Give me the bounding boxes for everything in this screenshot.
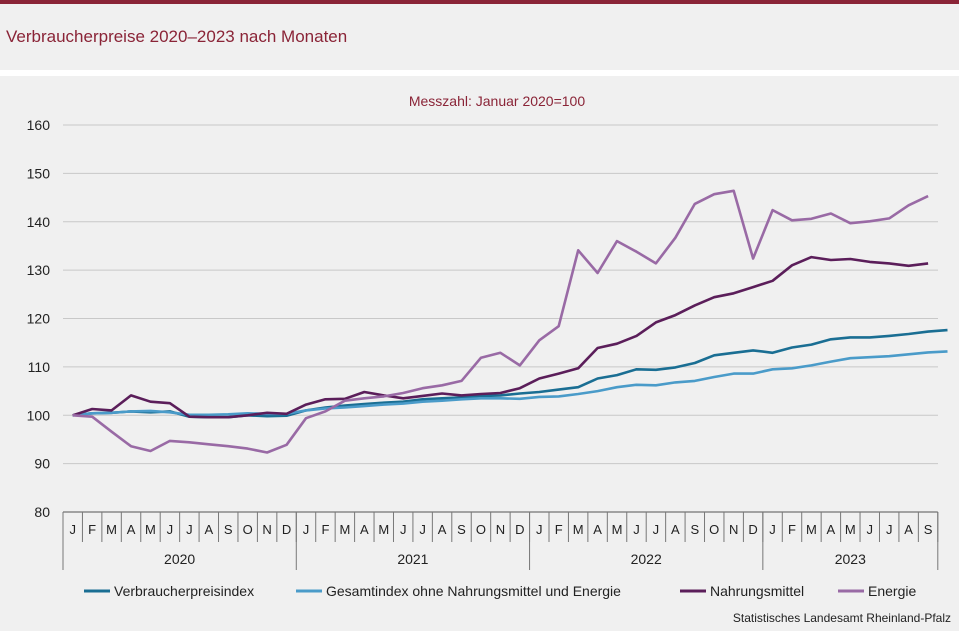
month-label: M: [145, 522, 156, 537]
month-label: O: [476, 522, 486, 537]
month-label: D: [515, 522, 524, 537]
month-label: F: [88, 522, 96, 537]
series-line-energie: [72, 189, 929, 454]
month-label: J: [167, 522, 174, 537]
y-tick-label: 110: [28, 359, 51, 375]
y-tick-label: 160: [27, 117, 51, 133]
month-label: M: [106, 522, 117, 537]
month-label: A: [360, 522, 369, 537]
month-label: J: [633, 522, 640, 537]
month-label: J: [69, 522, 76, 537]
month-label: M: [573, 522, 584, 537]
year-label: 2021: [397, 551, 428, 567]
month-label: J: [186, 522, 193, 537]
month-label: S: [690, 522, 699, 537]
legend-label: Nahrungsmittel: [710, 583, 804, 599]
y-tick-label: 80: [34, 504, 50, 520]
y-tick-label: 150: [27, 165, 51, 181]
month-label: J: [303, 522, 310, 537]
month-label: O: [243, 522, 253, 537]
year-label: 2023: [835, 551, 866, 567]
month-label: M: [378, 522, 389, 537]
month-label: D: [748, 522, 757, 537]
y-tick-label: 90: [34, 456, 50, 472]
grid-lines: [63, 124, 938, 465]
month-label: J: [886, 522, 893, 537]
month-label: F: [321, 522, 329, 537]
month-label: N: [729, 522, 738, 537]
month-label: F: [555, 522, 563, 537]
month-label: J: [536, 522, 543, 537]
legend: Verbraucherpreisindex Gesamtindex ohne Na…: [84, 583, 916, 599]
month-label: N: [262, 522, 271, 537]
month-label: J: [419, 522, 426, 537]
y-tick-label: 140: [27, 214, 51, 230]
month-label: S: [224, 522, 233, 537]
month-label: A: [127, 522, 136, 537]
year-label: 2020: [164, 551, 195, 567]
top-accent-bar: [0, 0, 959, 4]
legend-label: Verbraucherpreisindex: [114, 583, 254, 599]
month-label: S: [924, 522, 933, 537]
y-axis-ticks: 80 90 100 110 120 130 140 150 160: [27, 117, 51, 520]
month-label: M: [612, 522, 623, 537]
month-label: D: [282, 522, 291, 537]
chart-subtitle: Messzahl: Januar 2020=100: [409, 93, 585, 109]
series-line-gesamtindex-ohne-nahrungsmittel-und-energie: [72, 350, 948, 417]
month-label: A: [904, 522, 913, 537]
month-label: N: [496, 522, 505, 537]
page-title: Verbraucherpreise 2020–2023 nach Monaten: [6, 27, 348, 46]
month-label: J: [769, 522, 776, 537]
legend-label: Energie: [868, 583, 916, 599]
month-label: M: [339, 522, 350, 537]
month-label: J: [653, 522, 660, 537]
series-line-nahrungsmittel: [72, 255, 929, 419]
month-label: S: [457, 522, 466, 537]
source-note: Statistisches Landesamt Rheinland-Pfalz: [732, 611, 951, 625]
month-label: A: [204, 522, 213, 537]
month-label: M: [806, 522, 817, 537]
legend-label: Gesamtindex ohne Nahrungsmittel und Ener…: [326, 583, 621, 599]
month-label: O: [709, 522, 719, 537]
month-label: A: [593, 522, 602, 537]
year-label: 2022: [631, 551, 662, 567]
y-tick-label: 100: [27, 407, 51, 423]
series-line-verbraucherpreisindex: [72, 328, 948, 419]
month-label: M: [845, 522, 856, 537]
y-tick-label: 130: [27, 262, 51, 278]
month-label: F: [788, 522, 796, 537]
header-divider: [0, 70, 959, 76]
month-label: J: [400, 522, 407, 537]
month-label: A: [827, 522, 836, 537]
month-label: J: [867, 522, 874, 537]
month-label: A: [671, 522, 680, 537]
y-tick-label: 120: [27, 311, 51, 327]
month-label: A: [438, 522, 447, 537]
series-lines: [72, 189, 948, 454]
